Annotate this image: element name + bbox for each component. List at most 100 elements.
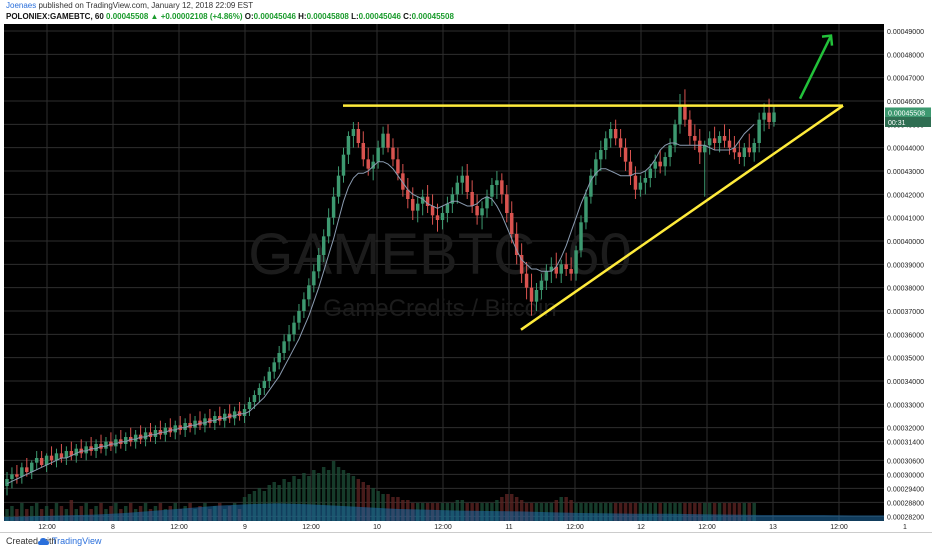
- volume-bar: [673, 503, 677, 521]
- candle-body: [747, 147, 751, 153]
- volume-bar: [302, 473, 306, 521]
- candle-body: [391, 147, 395, 160]
- volume-bar: [717, 503, 722, 521]
- candle-body: [673, 124, 677, 146]
- volume-bar: [10, 506, 14, 521]
- volume-bar: [54, 503, 59, 521]
- candle-body: [20, 467, 24, 477]
- price-tick-label: 0.00044000: [887, 146, 924, 153]
- candle-body: [312, 271, 316, 286]
- arrow-head-icon: [821, 34, 834, 46]
- volume-bar: [638, 503, 643, 521]
- candle-body: [54, 453, 59, 461]
- volume-bar: [668, 503, 672, 521]
- candle-body: [698, 140, 702, 153]
- candle-body: [663, 157, 667, 167]
- candle-body: [64, 451, 69, 458]
- price-tick-label: 0.00040000: [887, 239, 924, 246]
- candle-body: [742, 147, 747, 157]
- volume-bar: [371, 488, 375, 521]
- price-tick-label: 0.00048000: [887, 52, 924, 59]
- price-tick-label: 0.00047000: [887, 76, 924, 83]
- volume-bar: [648, 503, 653, 521]
- price-tick-label: 0.00033000: [887, 402, 924, 409]
- volume-bar: [623, 503, 628, 521]
- candle-body: [396, 159, 400, 174]
- price-tick-label: 0.00028800: [887, 500, 924, 507]
- volume-bar: [79, 506, 83, 521]
- candle-body: [371, 161, 375, 169]
- time-tick-label: 9: [243, 524, 247, 531]
- candle-body: [287, 334, 291, 342]
- candle-body: [351, 129, 356, 136]
- close-label: C:: [403, 12, 412, 21]
- candle-body: [678, 105, 682, 125]
- volume-bar: [312, 470, 316, 521]
- candle-body: [420, 196, 425, 204]
- chart-header: Joenaes published on TradingView.com, Ja…: [0, 0, 932, 24]
- volume-bar: [297, 479, 301, 521]
- candle-body: [604, 138, 608, 150]
- volume-bar: [44, 506, 49, 521]
- volume-bar: [510, 494, 514, 521]
- candle-body: [406, 189, 410, 199]
- price-tick-label: 0.00043000: [887, 169, 924, 176]
- candlestick-chart[interactable]: GAMEBTC, 60 GameCredits / Bitcoin 0.0004…: [0, 24, 932, 532]
- author-link[interactable]: Joenaes: [6, 1, 37, 10]
- volume-bar: [94, 506, 98, 521]
- candle-body: [732, 147, 737, 153]
- candle-body: [282, 341, 286, 353]
- watermark-symbol: GAMEBTC, 60: [248, 222, 632, 287]
- volume-bar: [287, 482, 291, 521]
- volume-bar: [554, 500, 559, 521]
- high-label: H:: [298, 12, 307, 21]
- candle-body: [455, 182, 460, 195]
- low-value: 0.00045046: [358, 12, 401, 21]
- candle-body: [59, 453, 64, 458]
- time-axis[interactable]: [4, 521, 884, 532]
- candle-body: [415, 203, 420, 211]
- tradingview-brand-link[interactable]: TradingView: [52, 536, 102, 546]
- volume-bar: [732, 503, 737, 521]
- candle-body: [376, 147, 380, 162]
- candle-body: [633, 175, 638, 190]
- candle-body: [450, 194, 455, 204]
- candle-body: [608, 129, 613, 139]
- price-axis[interactable]: [884, 24, 932, 521]
- symbol-label[interactable]: POLONIEX:GAMEBTC, 60: [6, 12, 104, 21]
- volume-bar: [109, 506, 113, 521]
- volume-bar: [683, 503, 687, 521]
- candle-body: [495, 180, 499, 185]
- created-with-label: Created with: [6, 536, 57, 546]
- volume-bar: [114, 503, 118, 521]
- candle-body: [559, 264, 563, 274]
- candle-body: [297, 311, 301, 323]
- volume-bar: [30, 506, 34, 521]
- low-label: L:: [351, 12, 359, 21]
- price-tick-label: 0.00038000: [887, 286, 924, 293]
- volume-bar: [752, 503, 756, 521]
- candle-body: [262, 381, 267, 388]
- publish-text: published on TradingView.com, January 12…: [38, 1, 254, 10]
- price-tag-bg: [885, 107, 931, 118]
- volume-bar: [267, 485, 271, 521]
- volume-bar: [618, 503, 623, 521]
- candle-body: [183, 423, 187, 430]
- candle-body: [564, 264, 568, 269]
- high-value: 0.00045808: [306, 12, 349, 21]
- candle-body: [277, 353, 281, 363]
- candle-body: [213, 416, 217, 423]
- price-tick-label: 0.00046000: [887, 99, 924, 106]
- volume-bar: [25, 509, 29, 521]
- breakout-arrow[interactable]: [798, 34, 834, 100]
- volume-bar: [727, 503, 732, 521]
- candle-body: [712, 138, 717, 143]
- volume-bar: [356, 479, 361, 521]
- volume-bar: [643, 503, 648, 521]
- volume-area: [4, 503, 884, 521]
- candle-body: [628, 161, 633, 176]
- support-trendline[interactable]: [520, 104, 844, 331]
- volume-bar: [658, 503, 662, 521]
- candle-body: [445, 203, 450, 213]
- candle-body: [510, 213, 514, 234]
